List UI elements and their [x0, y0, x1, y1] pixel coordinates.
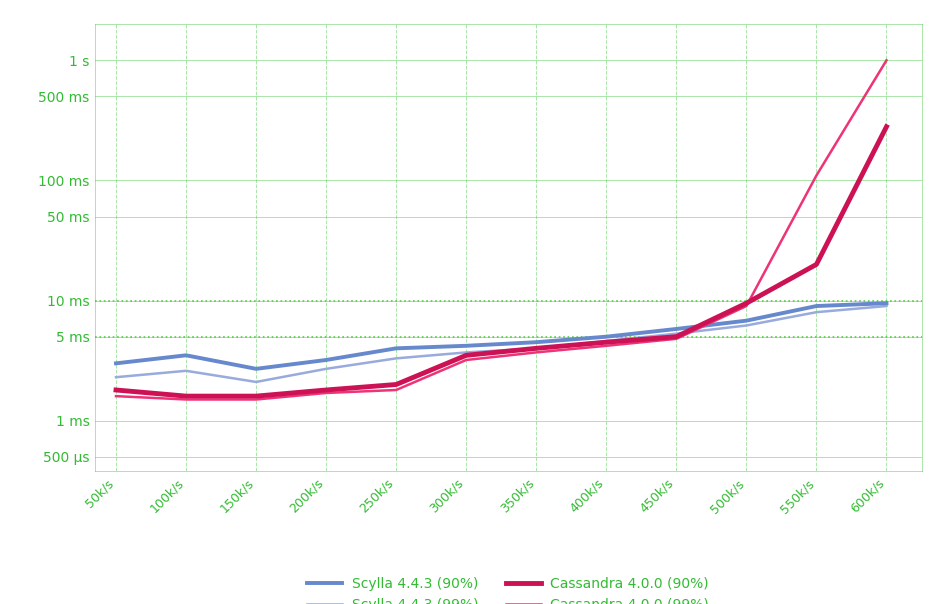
Legend: Scylla 4.4.3 (90%), Scylla 4.4.3 (99%), Cassandra 4.0.0 (90%), Cassandra 4.0.0 (: Scylla 4.4.3 (90%), Scylla 4.4.3 (99%), … [307, 577, 710, 604]
